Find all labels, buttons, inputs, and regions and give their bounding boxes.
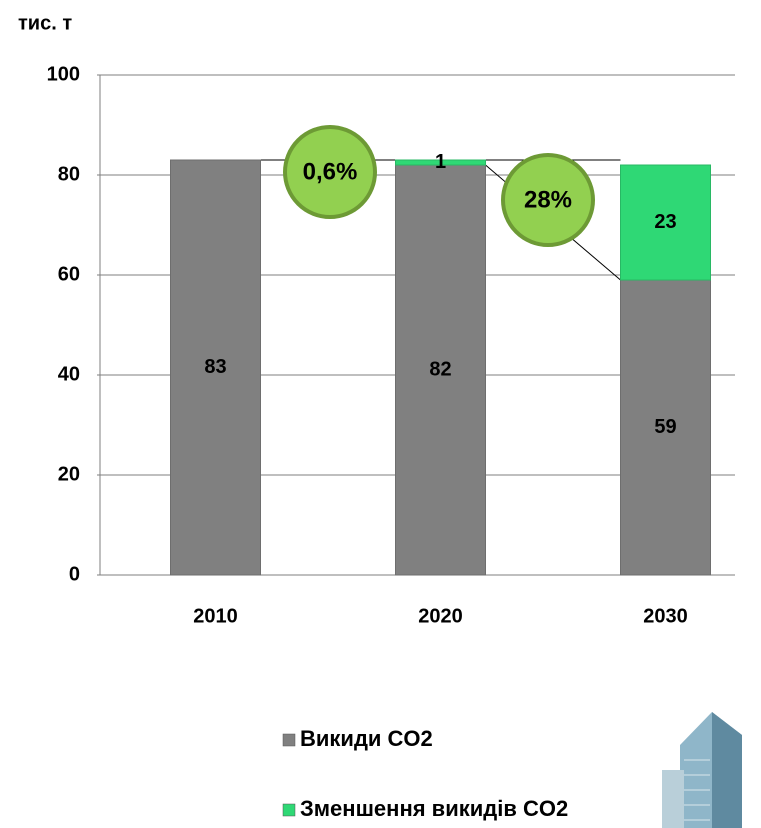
legend-label: Викиди CO2 [300, 726, 433, 751]
annotation: 0,6% [303, 158, 358, 185]
x-tick-label: 2020 [418, 605, 463, 627]
bar-segment [395, 159, 486, 166]
y-tick-label: 20 [58, 463, 80, 485]
y-tick-label: 40 [58, 363, 80, 385]
data-label: 23 [654, 211, 676, 233]
data-label: 82 [429, 358, 451, 380]
x-tick-label: 2010 [193, 605, 238, 627]
y-tick-label: 0 [69, 563, 80, 585]
bar-segment [620, 164, 711, 281]
y-axis-label: тис. т [18, 12, 72, 34]
data-label: 83 [204, 356, 226, 378]
annotation-bubble [501, 153, 595, 247]
x-tick-label: 2030 [643, 605, 688, 627]
data-label: 1 [435, 151, 446, 173]
legend-swatch [282, 803, 296, 817]
y-tick-label: 80 [58, 163, 80, 185]
legend-swatch [282, 733, 296, 747]
y-tick-label: 60 [58, 263, 80, 285]
annotation-bubble [283, 125, 377, 219]
bar-segment [395, 164, 486, 576]
building-image [662, 712, 742, 828]
annotation: 28% [524, 186, 572, 213]
data-label: 59 [654, 416, 676, 438]
bar-segment [170, 159, 261, 576]
legend-label: Зменшення викидів CO2 [300, 796, 568, 821]
bar-segment [620, 279, 711, 576]
y-tick-label: 100 [47, 63, 80, 85]
